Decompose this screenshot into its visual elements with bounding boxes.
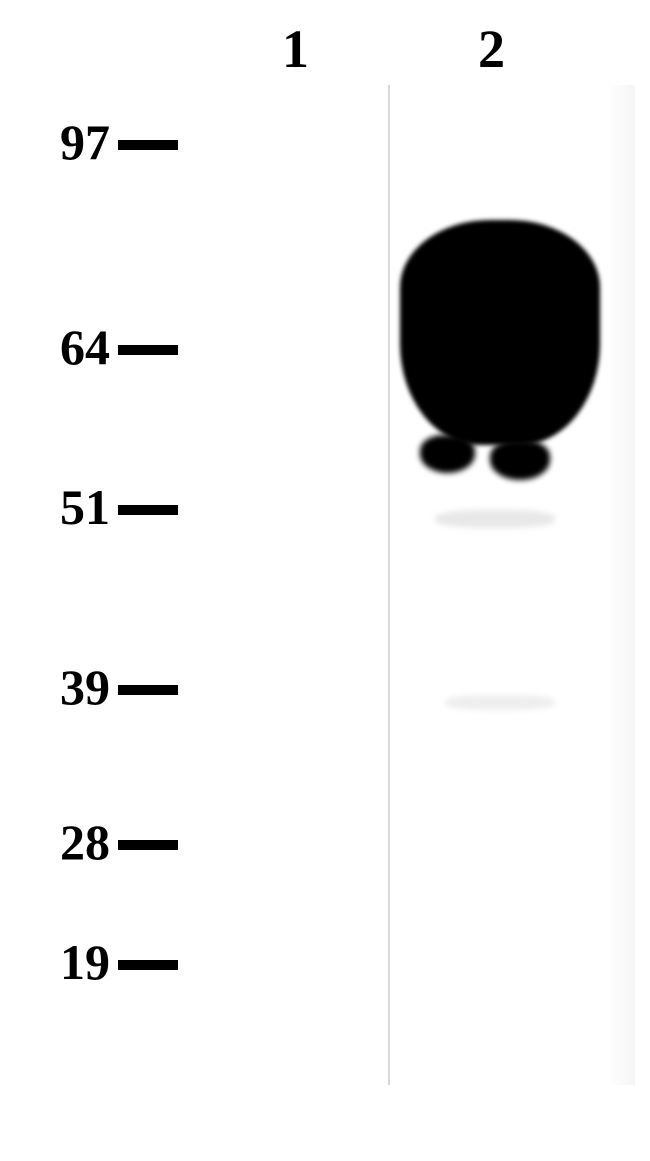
band-lane2-faint-51 xyxy=(435,510,555,528)
mw-tick-19 xyxy=(118,960,178,970)
band-lane2-notch xyxy=(0,0,55,35)
mw-label-39: 39 xyxy=(30,658,110,716)
lane-label-2: 2 xyxy=(478,18,505,80)
band-lane2-main xyxy=(400,220,600,445)
mw-label-19: 19 xyxy=(30,933,110,991)
mw-tick-39 xyxy=(118,685,178,695)
band-lane2-lobe-right xyxy=(490,440,550,480)
mw-tick-97 xyxy=(118,140,178,150)
membrane-edge-shadow xyxy=(605,85,635,1085)
mw-label-64: 64 xyxy=(30,318,110,376)
mw-label-97: 97 xyxy=(30,113,110,171)
mw-label-28: 28 xyxy=(30,813,110,871)
mw-tick-51 xyxy=(118,505,178,515)
mw-label-51: 51 xyxy=(30,478,110,536)
lane-divider xyxy=(388,85,390,1085)
band-lane2-faint-39 xyxy=(445,695,555,710)
band-lane2-lobe-left xyxy=(420,435,475,473)
mw-tick-28 xyxy=(118,840,178,850)
mw-tick-64 xyxy=(118,345,178,355)
lane-label-1: 1 xyxy=(282,18,309,80)
